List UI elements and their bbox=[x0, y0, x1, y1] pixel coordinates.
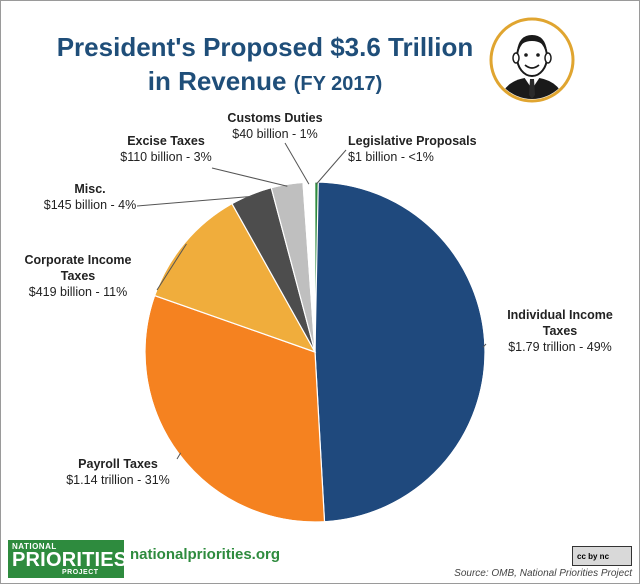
leader-line-individual-income-taxes bbox=[482, 343, 487, 348]
pie-slices bbox=[144, 181, 486, 523]
data-label-excise-taxes: $110 billion - 3% bbox=[120, 150, 212, 164]
logo-text-priorities: PRIORITIES bbox=[12, 549, 128, 571]
leader-line-misc bbox=[136, 195, 252, 207]
slice-labels: Individual Income Taxes $1.79 trillion - 4… bbox=[25, 111, 613, 487]
slice-label-legislative-proposals: Legislative Proposals bbox=[348, 134, 477, 148]
creative-commons-license-icon[interactable]: cc by nc bbox=[572, 546, 632, 566]
title-line-1: President's Proposed $3.6 Trillion bbox=[56, 32, 474, 62]
slice-label-individual-income-taxes: Individual Income bbox=[507, 308, 613, 322]
source-note: Source: OMB, National Priorities Project bbox=[454, 568, 632, 579]
data-label-misc: $145 billion - 4% bbox=[44, 198, 136, 212]
data-label-individual-income-taxes: $1.79 trillion - 49% bbox=[508, 340, 612, 354]
chart-title: President's Proposed $3.6 Trillion in Re… bbox=[30, 30, 500, 101]
pie-slice-individual-income-taxes bbox=[314, 181, 486, 523]
leader-line-payroll-taxes bbox=[176, 452, 182, 460]
npp-logo: NATIONAL PRIORITIES PROJECT bbox=[8, 540, 128, 578]
slice-label-corporate-income-taxes: Corporate Income bbox=[25, 253, 132, 267]
title-line-2: in Revenue (FY 2017) bbox=[30, 64, 500, 101]
title-line-2-main: in Revenue bbox=[147, 66, 287, 96]
leader-line-customs-duties bbox=[284, 142, 310, 185]
data-label-legislative-proposals: $1 billion - <1% bbox=[348, 150, 434, 164]
slice-label-customs-duties: Customs Duties bbox=[227, 111, 322, 125]
logo-text-project: PROJECT bbox=[62, 569, 99, 576]
slice-label-payroll-taxes: Payroll Taxes bbox=[78, 457, 158, 471]
data-label-payroll-taxes: $1.14 trillion - 31% bbox=[66, 473, 170, 487]
title-fiscal-year: (FY 2017) bbox=[293, 73, 383, 95]
pie-outline bbox=[144, 181, 486, 523]
label-leader-lines bbox=[136, 142, 487, 460]
slice-label-excise-taxes: Excise Taxes bbox=[127, 134, 205, 148]
slice-label-individual-income-taxes: Taxes bbox=[543, 324, 578, 338]
site-url-link[interactable]: nationalpriorities.org bbox=[130, 546, 281, 563]
slice-label-corporate-income-taxes: Taxes bbox=[61, 269, 96, 283]
cc-badge-text: cc by nc bbox=[577, 552, 610, 561]
slice-label-misc: Misc. bbox=[74, 182, 105, 196]
data-label-customs-duties: $40 billion - 1% bbox=[232, 127, 317, 141]
leader-line-corporate-income-taxes bbox=[156, 243, 187, 291]
leader-line-legislative-proposals bbox=[316, 149, 347, 185]
president-portrait-icon bbox=[489, 17, 575, 103]
leader-line-excise-taxes bbox=[211, 167, 288, 187]
data-label-corporate-income-taxes: $419 billion - 11% bbox=[29, 285, 127, 299]
logo-text-national: NATIONAL bbox=[12, 542, 57, 551]
pie-chart: Individual Income Taxes $1.79 trillion - 4… bbox=[25, 111, 613, 523]
